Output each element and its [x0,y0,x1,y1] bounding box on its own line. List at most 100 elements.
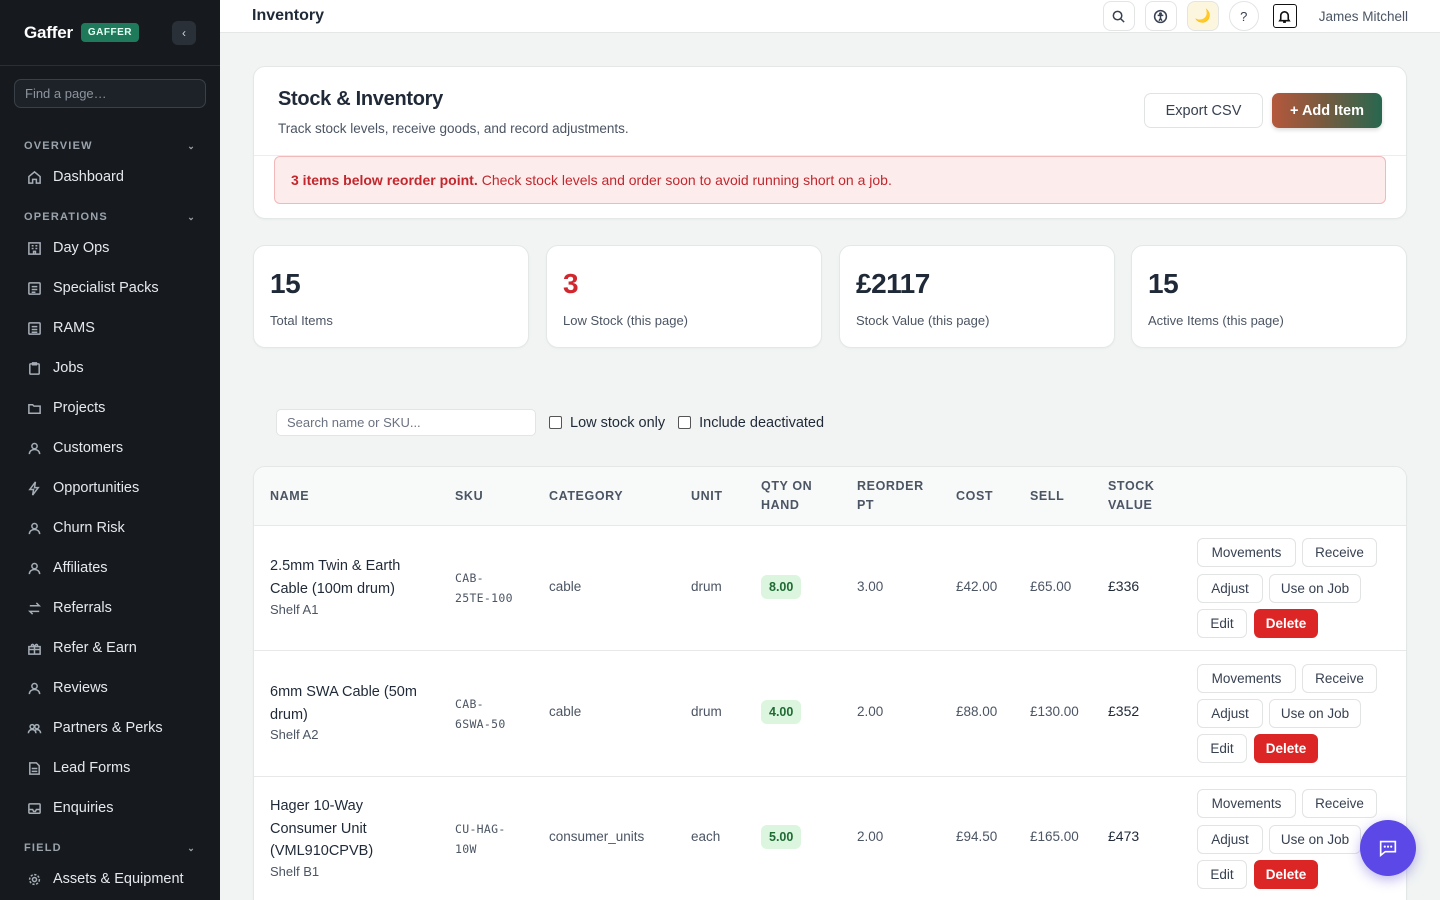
collapse-sidebar-button[interactable]: ‹ [172,21,196,45]
sidebar-item-specialist-packs[interactable]: Specialist Packs [0,268,220,308]
search-button[interactable] [1102,1,1135,31]
item-reorder-point: 3.00 [857,579,884,594]
sku-line: CU-HAG- [455,822,506,836]
column-header-unit[interactable]: UNIT [691,489,723,503]
sidebar-item-jobs[interactable]: Jobs [0,348,220,388]
edit-button[interactable]: Edit [1197,860,1247,889]
sku-line: CAB- [455,571,484,585]
inventory-search-input[interactable]: Search name or SKU... [276,409,536,436]
item-sku: CAB- 6SWA-50 [455,694,525,734]
sidebar-item-referrals[interactable]: Referrals [0,588,220,628]
sidebar-item-opportunities[interactable]: Opportunities [0,468,220,508]
gift-icon [26,640,42,656]
header-line: HAND [761,498,800,512]
item-name-line: 2.5mm Twin & Earth [270,558,401,574]
movements-button[interactable]: Movements [1197,538,1296,567]
topbar: Inventory 🌙 ? James Mitchell [220,0,1440,33]
user-menu[interactable]: James Mitchell [1318,8,1408,24]
chevron-down-icon: ⌄ [187,140,196,151]
movements-button[interactable]: Movements [1197,789,1296,818]
sidebar-item-label: Dashboard [53,169,124,185]
item-name[interactable]: 6mm SWA Cable (50m drum) [270,681,435,726]
receive-button[interactable]: Receive [1302,538,1377,567]
item-location: Shelf A1 [270,602,319,617]
sidebar-item-affiliates[interactable]: Affiliates [0,548,220,588]
checkbox-box[interactable] [549,416,562,429]
stat-card-stock-value: £2117 Stock Value (this page) [839,245,1115,348]
theme-toggle-button[interactable]: 🌙 [1186,1,1219,31]
section-overview[interactable]: OVERVIEW ⌄ [0,136,220,156]
accessibility-icon [1154,9,1168,23]
notifications-button[interactable] [1272,4,1297,28]
sidebar-item-day-ops[interactable]: Day Ops [0,228,220,268]
sidebar-item-label: Churn Risk [53,520,125,536]
item-name[interactable]: Hager 10-Way Consumer Unit (VML910CPVB) [270,795,435,863]
receive-button[interactable]: Receive [1302,664,1377,693]
movements-button[interactable]: Movements [1197,664,1296,693]
sku-line: 6SWA-50 [455,717,506,731]
checkbox-label: Low stock only [570,414,666,431]
stat-label: Stock Value (this page) [856,313,990,328]
include-deactivated-checkbox[interactable]: Include deactivated [678,415,824,431]
header-line: PT [857,498,875,512]
sidebar-item-label: Opportunities [53,480,140,496]
sidebar-item-assets-equipment[interactable]: Assets & Equipment [0,859,220,899]
accessibility-button[interactable] [1144,1,1177,31]
item-unit: drum [691,579,722,594]
section-field[interactable]: FIELD ⌄ [0,838,220,858]
column-header-name[interactable]: NAME [270,489,310,503]
edit-button[interactable]: Edit [1197,609,1247,638]
item-unit: drum [691,704,722,719]
use-on-job-button[interactable]: Use on Job [1269,574,1361,603]
sidebar-item-churn-risk[interactable]: Churn Risk [0,508,220,548]
sidebar-item-label: Jobs [53,360,84,376]
item-sell: £65.00 [1030,579,1072,594]
page-search-input[interactable]: Find a page… [14,79,206,108]
column-header-sku[interactable]: SKU [455,489,484,503]
low-stock-only-checkbox[interactable]: Low stock only [549,415,665,431]
adjust-button[interactable]: Adjust [1197,574,1263,603]
app-logo[interactable]: Gaffer [24,22,73,42]
sidebar-item-label: Referrals [53,600,112,616]
checkbox-box[interactable] [678,416,692,429]
item-name[interactable]: 2.5mm Twin & Earth Cable (100m drum) [270,555,435,600]
sidebar-item-dashboard[interactable]: Dashboard [0,157,220,197]
page-heading: Inventory [252,7,325,24]
sidebar-item-projects[interactable]: Projects [0,388,220,428]
column-header-reorder-pt[interactable]: REORDER PT [857,477,924,515]
use-on-job-button[interactable]: Use on Job [1269,825,1361,854]
sidebar-item-customers[interactable]: Customers [0,428,220,468]
sidebar-item-refer-earn[interactable]: Refer & Earn [0,628,220,668]
sidebar-item-label: Assets & Equipment [53,871,184,887]
use-on-job-button[interactable]: Use on Job [1269,699,1361,728]
adjust-button[interactable]: Adjust [1197,699,1263,728]
section-operations-label: OPERATIONS [24,211,108,223]
column-header-stock-value[interactable]: STOCK VALUE [1108,477,1155,515]
export-csv-button[interactable]: Export CSV [1144,93,1263,128]
item-unit: each [691,829,721,844]
column-header-qty-on-hand[interactable]: QTY ON HAND [761,477,812,515]
page-title: Stock & Inventory [278,88,443,110]
sidebar-item-lead-forms[interactable]: Lead Forms [0,748,220,788]
sidebar-item-rams[interactable]: RAMS [0,308,220,348]
adjust-button[interactable]: Adjust [1197,825,1263,854]
edit-button[interactable]: Edit [1197,734,1247,763]
help-button[interactable]: ? [1228,1,1259,31]
add-item-button[interactable]: + Add Item [1272,93,1382,128]
sidebar-item-enquiries[interactable]: Enquiries [0,788,220,828]
receive-button[interactable]: Receive [1302,789,1377,818]
item-name-line: Consumer Unit [270,820,367,837]
column-header-category[interactable]: CATEGORY [549,489,624,503]
sidebar-item-reviews[interactable]: Reviews [0,668,220,708]
sidebar-item-partners-perks[interactable]: Partners & Perks [0,708,220,748]
section-operations[interactable]: OPERATIONS ⌄ [0,207,220,227]
item-reorder-point: 2.00 [857,704,884,719]
delete-button[interactable]: Delete [1254,860,1318,889]
qty-badge: 4.00 [761,700,802,724]
delete-button[interactable]: Delete [1254,734,1318,763]
column-header-cost[interactable]: COST [956,489,994,503]
delete-button[interactable]: Delete [1254,609,1318,638]
item-name-line: drum) [270,706,308,723]
column-header-sell[interactable]: SELL [1030,489,1065,503]
chat-button[interactable] [1360,820,1416,876]
